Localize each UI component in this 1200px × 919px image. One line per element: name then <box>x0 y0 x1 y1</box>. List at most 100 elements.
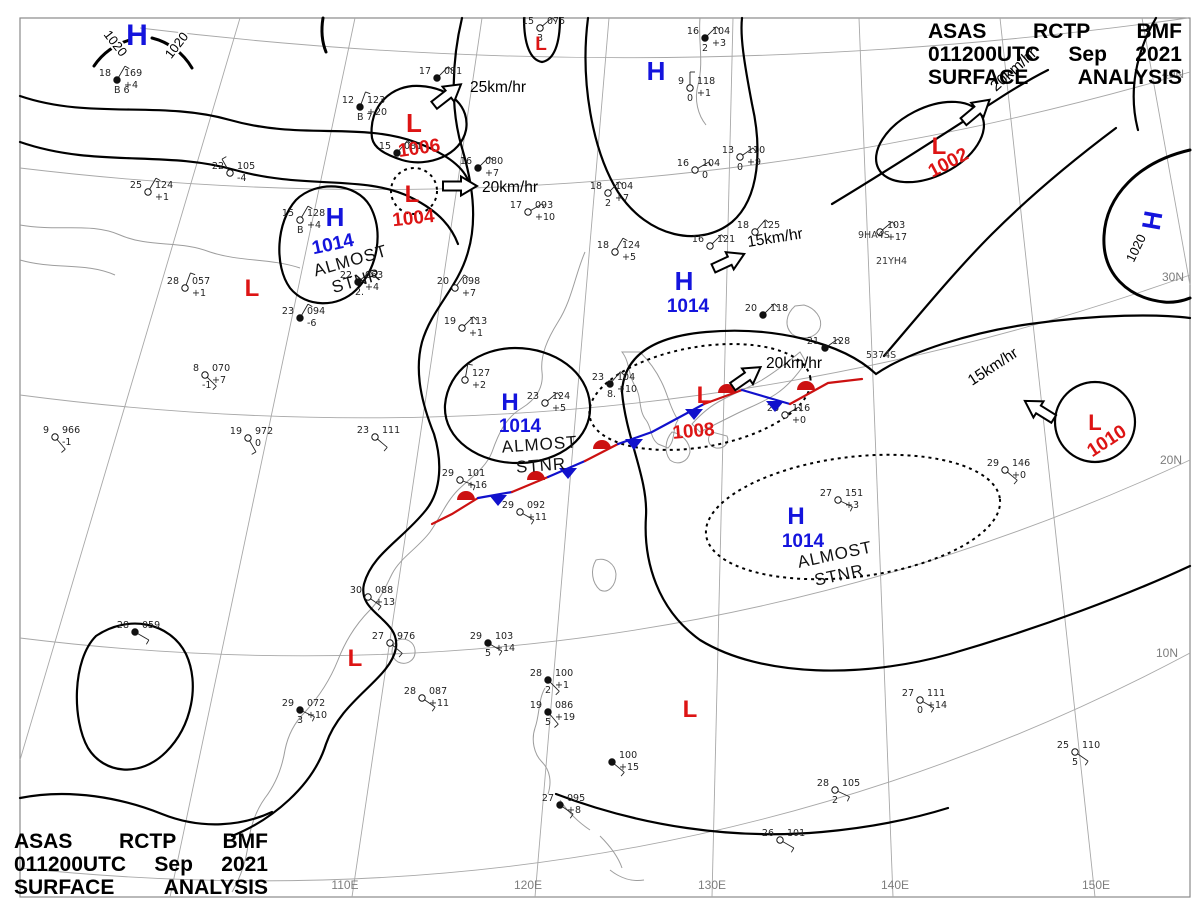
station-tendency: +1 <box>155 192 169 203</box>
pressure-centers: HL1006L1004H1014LLHH1014H1014L1008H1014L… <box>126 19 1168 723</box>
movement-speed-label: 15km/hr <box>965 345 1021 390</box>
station-temp: 25 <box>130 180 142 191</box>
title-line-1: ASAS RCTP BMF <box>14 830 268 853</box>
station-plot: 18 124+5 <box>597 237 640 263</box>
pressure-letter: L <box>348 645 363 672</box>
station-plot: 29 072+10 3 <box>282 698 327 726</box>
front-segment-warm <box>788 377 864 406</box>
cold-front-symbol <box>625 439 643 450</box>
wind-barb-tick <box>1084 760 1089 766</box>
wind-barb-tick <box>556 392 561 397</box>
movement-arrow-icon <box>728 365 763 392</box>
station-temp: 28 <box>117 620 129 631</box>
movement-speed-label: 20km/hr <box>482 179 538 196</box>
station-circle <box>556 801 564 809</box>
station-circle <box>113 76 121 84</box>
station-circle <box>776 836 784 844</box>
station-tendency: -4 <box>237 173 246 184</box>
station-circle <box>244 434 252 442</box>
station-plot: 27 976 <box>372 631 415 658</box>
station-circle <box>433 74 441 82</box>
station-plot: 23 111 <box>357 425 400 452</box>
wind-barb-tick <box>569 813 574 819</box>
pressure-letter: L <box>245 275 260 302</box>
warm-front-symbol <box>527 471 545 480</box>
station-pressure: 095 <box>567 793 585 804</box>
pressure-center-low: L <box>535 34 547 55</box>
station-pressure: 072 <box>307 698 325 709</box>
wind-barb-tick <box>467 363 473 366</box>
station-temp: 15 <box>282 208 294 219</box>
pressure-letter: L <box>406 108 422 138</box>
station-temp: 12 <box>342 95 354 106</box>
station-plot: 29 092+11 <box>502 500 547 525</box>
latitude-label: 20N <box>1160 453 1182 467</box>
wind-barb-tick <box>307 205 313 210</box>
station-plot: 16 104+3 2 <box>687 26 730 54</box>
wind-barb-tick <box>124 65 130 70</box>
pressure-letter: L <box>683 696 698 723</box>
station-pressure: 100 <box>619 750 637 761</box>
station-circle <box>821 344 829 352</box>
ship-callsign: 9HA4S <box>858 230 890 241</box>
station-extra: 2. <box>355 287 364 298</box>
station-extra: 0 <box>687 93 693 104</box>
station-pressure: 123 <box>367 95 385 106</box>
station-tendency: +4 <box>124 80 138 91</box>
station-plot: 30 088+13 <box>350 585 395 611</box>
station-pressure: 063 <box>365 270 383 281</box>
station-plot: 8 070+7-1 <box>193 363 230 391</box>
station-tendency: +14 <box>927 700 947 711</box>
station-pressure: 966 <box>62 425 80 436</box>
station-circle <box>736 153 744 161</box>
wind-barb-tick <box>764 219 770 224</box>
cold-front-symbol <box>766 401 784 412</box>
pressure-center-high: H <box>1136 209 1169 233</box>
station-tendency: +5 <box>622 252 636 263</box>
station-temp: 23 <box>527 391 539 402</box>
station-extra: 2 <box>702 43 708 54</box>
station-tendency: +5 <box>552 403 566 414</box>
wind-barb-tick <box>251 451 257 455</box>
station-temp: 22 <box>340 270 352 281</box>
station-circle <box>524 208 532 216</box>
pressure-value: 1008 <box>672 419 716 444</box>
station-extra: 5 <box>485 648 491 659</box>
wind-barb-tick <box>619 371 625 376</box>
station-pressure: 104 <box>617 372 635 383</box>
wind-barb-tick <box>541 203 545 209</box>
title-block-bottom-left: ASAS RCTP BMF 011200UTC Sep 2021 SURFACE… <box>14 830 268 899</box>
station-temp: 28 <box>404 686 416 697</box>
station-temp: 29 <box>470 631 482 642</box>
station-plot: 19 086+19 5 <box>530 700 575 728</box>
station-pressure: 057 <box>192 276 210 287</box>
station-plot: 25 124+1 <box>130 177 173 203</box>
graticule <box>19 17 1191 898</box>
pressure-letter: H <box>675 266 694 296</box>
wind-barb-tick <box>311 716 315 722</box>
station-plot: 18 125 <box>737 219 780 236</box>
wind-barb-tick <box>790 847 795 853</box>
station-plot: 28 087+11 <box>404 686 449 712</box>
station-plot: 28 059 <box>117 620 160 645</box>
station-pressure: 110 <box>1082 740 1100 751</box>
cold-front-symbol <box>489 495 507 506</box>
pressure-letter: H <box>126 19 148 52</box>
station-plot: 20 098+7 <box>437 274 480 299</box>
station-tendency: +7 <box>212 375 226 386</box>
station-temp: 27 <box>372 631 384 642</box>
station-pressure: 127 <box>472 368 490 379</box>
station-pressure: 103 <box>887 220 905 231</box>
station-temp: 28 <box>817 778 829 789</box>
station-extra: 8. <box>607 389 616 400</box>
wind-barb-tick <box>773 303 779 308</box>
wind-barb-tick <box>221 156 227 160</box>
station-plot: 9 966-1 <box>43 425 80 453</box>
station-circle <box>1001 466 1009 474</box>
station-plot: 17 081 <box>419 66 462 82</box>
station-plot: 29 101+16 <box>442 468 487 491</box>
station-circle <box>876 228 884 236</box>
